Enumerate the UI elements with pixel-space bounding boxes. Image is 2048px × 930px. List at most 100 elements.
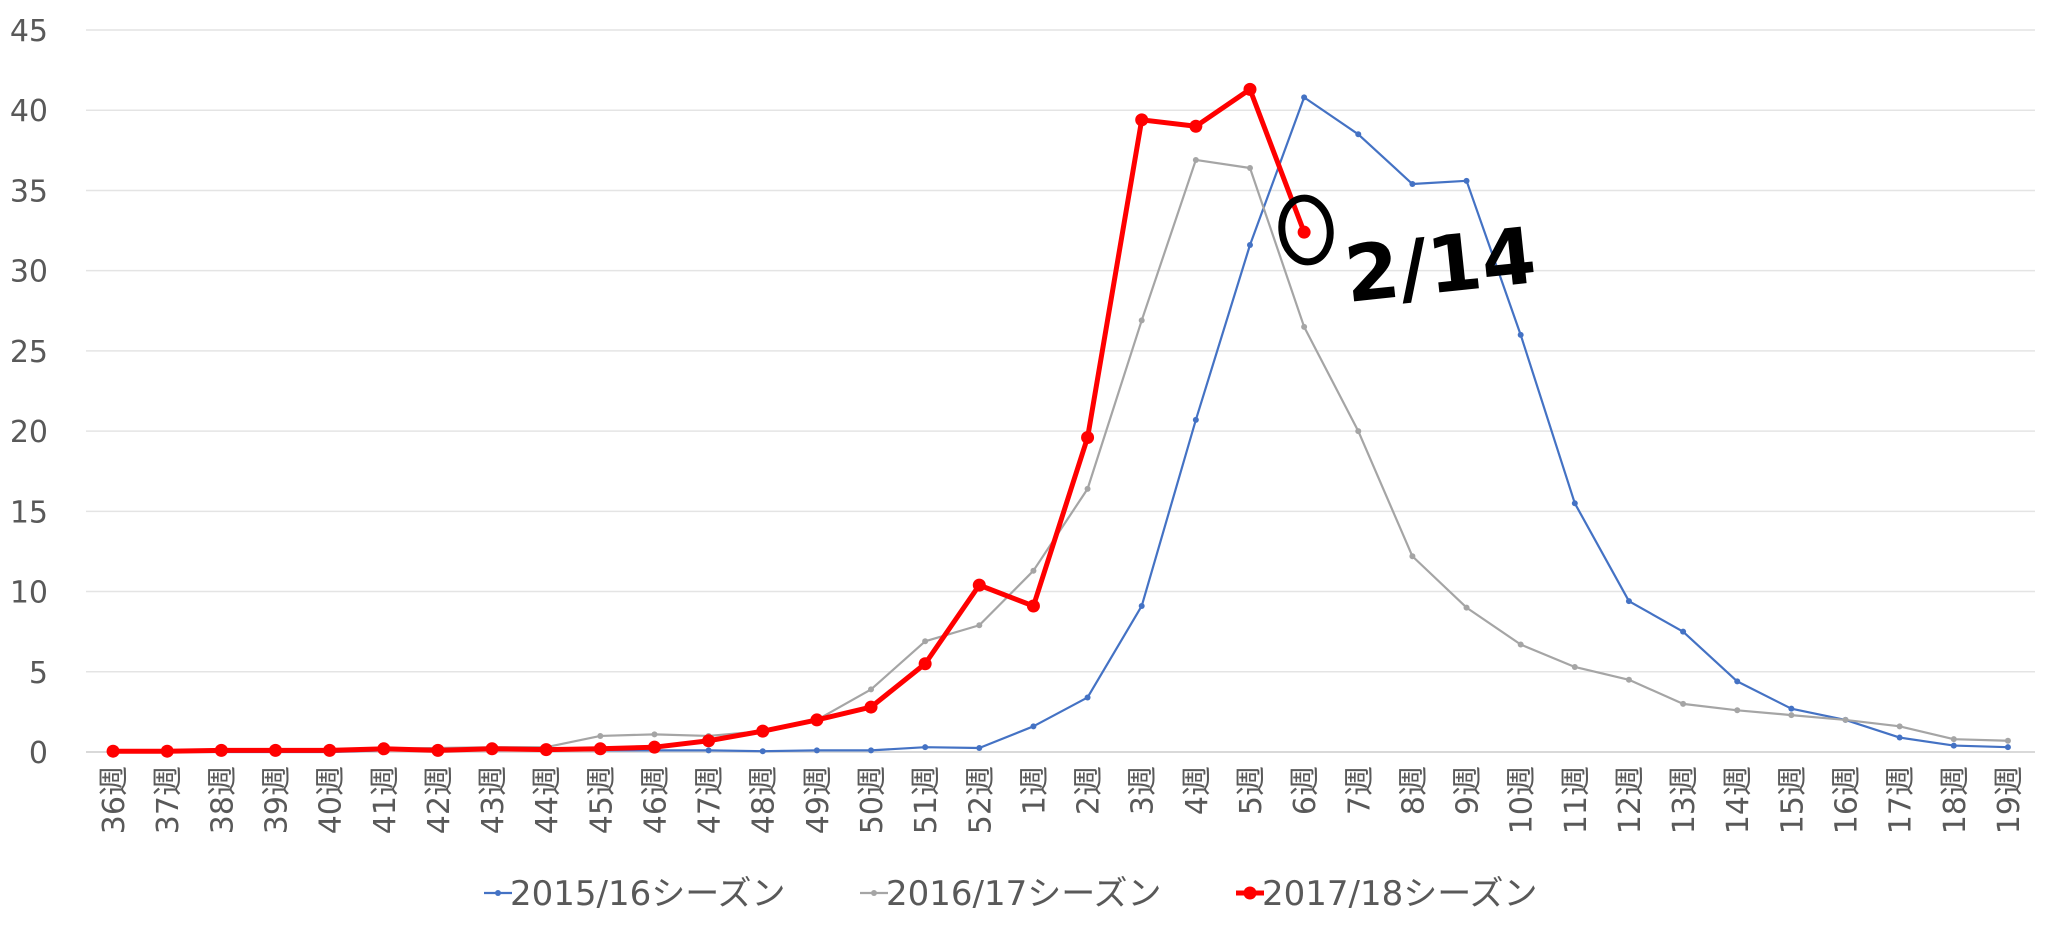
x-tick-label: 5週 xyxy=(1234,766,1269,815)
legend-item-3: 2017/18シーズン xyxy=(1236,874,1538,914)
x-tick-label: 13週 xyxy=(1667,766,1702,834)
legend-label: 2017/18シーズン xyxy=(1262,874,1538,914)
data-point xyxy=(323,743,337,757)
data-point xyxy=(431,743,445,757)
data-point xyxy=(1734,678,1741,685)
data-point xyxy=(1409,553,1416,560)
data-point xyxy=(1084,485,1091,492)
data-point xyxy=(1192,416,1199,423)
data-point xyxy=(1517,641,1524,648)
data-point xyxy=(976,744,983,751)
data-point xyxy=(1246,241,1253,248)
data-point xyxy=(1189,119,1203,133)
y-tick-label: 0 xyxy=(29,736,48,771)
data-point xyxy=(1571,663,1578,670)
legend-swatch-marker xyxy=(871,890,877,896)
data-point xyxy=(1680,700,1687,707)
x-tick-label: 8週 xyxy=(1396,766,1431,815)
data-point xyxy=(1030,567,1037,574)
gridlines xyxy=(86,29,2035,753)
data-point xyxy=(1950,742,1957,749)
x-tick-label: 42週 xyxy=(422,766,457,834)
x-tick-label: 38週 xyxy=(205,766,240,834)
y-axis: 0 5 10 15 20 25 30 35 40 45 xyxy=(10,14,48,771)
data-point xyxy=(1297,225,1311,239)
x-tick-label: 40週 xyxy=(314,766,349,834)
data-point xyxy=(1517,331,1524,338)
data-point xyxy=(1625,598,1632,605)
legend-swatch-marker xyxy=(495,890,501,896)
data-point xyxy=(976,622,983,629)
data-point xyxy=(759,748,766,755)
legend-item-2: 2016/17シーズン xyxy=(860,874,1162,914)
x-tick-label: 2週 xyxy=(1072,766,1107,815)
data-point xyxy=(756,724,770,738)
data-point xyxy=(1135,113,1149,127)
data-point xyxy=(1081,431,1095,445)
series-line xyxy=(113,86,1307,754)
series-2 xyxy=(110,156,2011,755)
data-point xyxy=(377,742,391,756)
data-point xyxy=(1842,716,1849,723)
x-tick-label: 12週 xyxy=(1613,766,1648,834)
data-point xyxy=(1788,712,1795,719)
data-point xyxy=(1138,602,1145,609)
data-point xyxy=(922,744,929,751)
x-tick-label: 49週 xyxy=(801,766,836,834)
x-tick-label: 9週 xyxy=(1451,766,1486,815)
x-tick-label: 36週 xyxy=(97,766,132,834)
x-tick-label: 46週 xyxy=(638,766,673,834)
series-layer xyxy=(106,82,2011,758)
data-point xyxy=(922,638,929,645)
series-line xyxy=(113,158,2008,754)
data-point xyxy=(868,747,875,754)
x-tick-label: 10週 xyxy=(1505,766,1540,834)
x-tick-label: 39週 xyxy=(259,766,294,834)
data-point xyxy=(1030,723,1037,730)
x-tick-label: 37週 xyxy=(151,766,186,834)
x-tick-label: 50週 xyxy=(855,766,890,834)
data-point xyxy=(1355,428,1362,435)
handwritten-annotation: 2/14 xyxy=(1278,194,1541,321)
data-point xyxy=(1625,676,1632,683)
data-point xyxy=(268,743,282,757)
data-point xyxy=(868,686,875,693)
x-tick-label: 16週 xyxy=(1830,766,1865,834)
data-point xyxy=(1355,131,1362,138)
y-tick-label: 25 xyxy=(10,335,48,370)
x-tick-label: 52週 xyxy=(963,766,998,834)
data-point xyxy=(1463,177,1470,184)
data-point xyxy=(593,742,607,756)
data-point xyxy=(651,731,658,738)
data-point xyxy=(214,743,228,757)
series-1 xyxy=(110,94,2011,755)
x-tick-label: 6週 xyxy=(1288,766,1323,815)
data-point xyxy=(1138,317,1145,324)
x-tick-label: 48週 xyxy=(747,766,782,834)
data-point xyxy=(972,578,986,592)
data-point xyxy=(810,713,824,727)
data-point xyxy=(1788,705,1795,712)
x-tick-label: 3週 xyxy=(1126,766,1161,815)
x-tick-label: 15週 xyxy=(1775,766,1810,834)
y-tick-label: 30 xyxy=(10,255,48,290)
x-tick-label: 51週 xyxy=(909,766,944,834)
data-point xyxy=(1409,181,1416,188)
series-3 xyxy=(106,82,1311,758)
data-point xyxy=(702,734,716,748)
data-point xyxy=(597,732,604,739)
data-point xyxy=(918,657,932,671)
annotation-text: 2/14 xyxy=(1341,211,1541,321)
series-line xyxy=(113,96,2008,754)
data-point xyxy=(647,740,661,754)
x-axis: 36週 37週 38週 39週 40週 41週 42週 43週 44週 45週 46週 47週 48週 4… xyxy=(97,766,2027,834)
y-tick-label: 15 xyxy=(10,495,48,530)
data-point xyxy=(539,743,553,757)
x-tick-label: 7週 xyxy=(1342,766,1377,815)
data-point xyxy=(106,744,120,758)
x-tick-label: 17週 xyxy=(1884,766,1919,834)
data-point xyxy=(1734,707,1741,714)
annotation-circle xyxy=(1278,194,1334,266)
x-tick-label: 44週 xyxy=(530,766,565,834)
